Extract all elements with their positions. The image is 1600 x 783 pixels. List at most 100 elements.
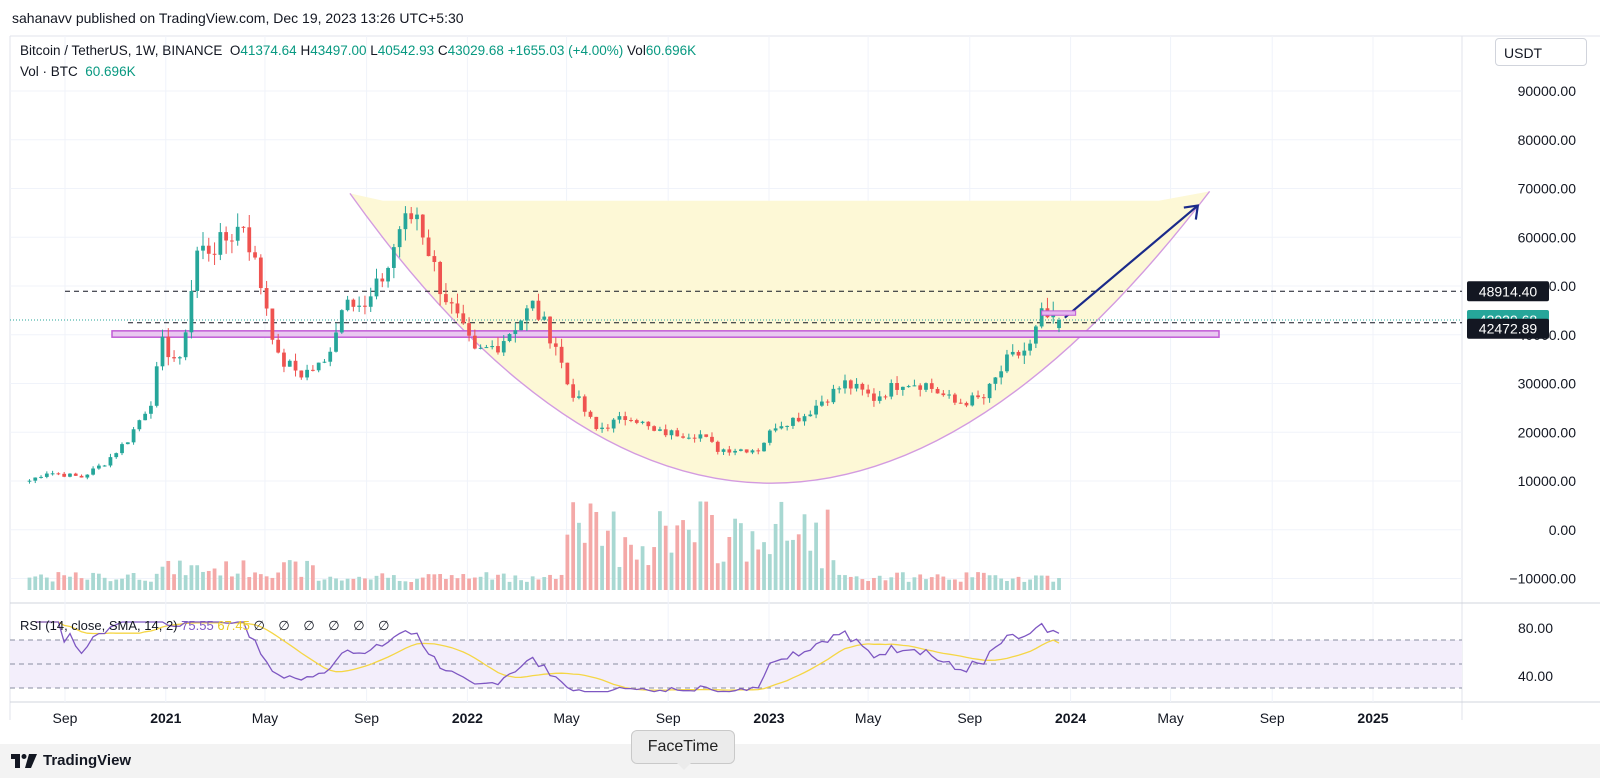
rsi-line	[35, 621, 1060, 693]
volume-bar	[201, 571, 205, 590]
candle-up	[345, 299, 350, 311]
x-tick-label: May	[1157, 710, 1183, 726]
symbol-legend[interactable]: Bitcoin / TetherUS, 1W, BINANCE O41374.6…	[20, 43, 696, 58]
candle-up	[328, 351, 333, 362]
candle-down	[73, 473, 78, 476]
currency-button[interactable]: USDT	[1495, 38, 1587, 66]
symbol-title[interactable]: Bitcoin / TetherUS, 1W, BINANCE	[20, 43, 223, 58]
volume-bar	[44, 577, 49, 590]
open-label: O	[229, 43, 241, 58]
candle-down	[548, 316, 552, 344]
price-label-text: 48914.40	[1479, 283, 1538, 299]
x-axis-ticks: Sep 2021 May Sep 2022 May Sep 2023 May Sep 2024 May…	[53, 710, 1389, 726]
tradingview-logo[interactable]: TradingView	[11, 752, 131, 769]
candle-down	[825, 401, 830, 403]
volume-bar	[872, 577, 876, 590]
candle-down	[710, 436, 714, 442]
candle-up	[125, 442, 130, 445]
volume-bar	[964, 572, 969, 590]
volume-bar	[212, 568, 217, 590]
volume-bar	[305, 560, 309, 590]
candle-up	[154, 366, 159, 406]
candle-up	[1033, 326, 1038, 344]
volume-bar	[895, 572, 899, 590]
candle-up	[525, 308, 529, 321]
candle-down	[172, 357, 176, 359]
volume-bar	[1016, 576, 1021, 590]
volume-bar	[420, 577, 425, 590]
volume-bar	[154, 573, 159, 590]
footer-bar	[0, 744, 1600, 778]
volume-bar	[50, 581, 55, 590]
candle-down	[634, 420, 639, 423]
y-tick-label: 60000.00	[1518, 229, 1577, 245]
candle-up	[235, 226, 240, 241]
rsi-label[interactable]: RSI (14, close, SMA, 14, 2)	[20, 618, 178, 633]
volume-bar	[143, 580, 148, 590]
volume-bar	[363, 578, 367, 590]
volume-bar	[27, 577, 32, 590]
candle-down	[467, 323, 471, 336]
volume-bar	[264, 576, 269, 590]
volume-bar	[791, 539, 795, 590]
rsi-legend[interactable]: RSI (14, close, SMA, 14, 2) 75.55 67.45 …	[20, 618, 395, 634]
volume-bar	[715, 563, 720, 590]
candle-up	[1005, 354, 1009, 372]
volume-series-label[interactable]: Vol · BTC	[20, 64, 78, 79]
volume-bar	[819, 568, 824, 590]
volume-bar	[900, 572, 905, 590]
volume-bar	[172, 574, 176, 590]
candle-down	[253, 252, 257, 258]
volume-bar	[56, 572, 61, 590]
candle-down	[605, 427, 610, 429]
volume-bar	[258, 574, 263, 590]
candle-down	[426, 237, 431, 257]
candle-up	[779, 426, 784, 429]
candle-up	[767, 430, 772, 443]
volume-bar	[1033, 575, 1038, 590]
volume-bar	[976, 572, 980, 590]
candle-up	[114, 453, 119, 458]
volume-bar	[571, 502, 576, 590]
close-label: C	[437, 43, 448, 58]
candle-down	[756, 450, 761, 452]
candle-up	[814, 405, 818, 415]
support-zone	[111, 330, 1220, 338]
volume-bar	[183, 575, 188, 590]
volume-bar	[605, 530, 610, 590]
candle-up	[762, 442, 766, 452]
volume-bar	[391, 575, 396, 590]
volume-bar	[941, 576, 946, 590]
candle-up	[137, 420, 142, 430]
candle-up	[519, 320, 523, 331]
volume-bar	[825, 509, 830, 590]
volume-bar	[594, 511, 599, 590]
volume-bar	[444, 578, 448, 590]
volume-bar	[339, 580, 344, 590]
candle-down	[704, 434, 709, 437]
volume-bar	[629, 544, 633, 590]
candle-down	[438, 261, 443, 295]
x-tick-label: May	[855, 710, 881, 726]
candle-up	[900, 386, 905, 390]
volume-bar	[33, 576, 38, 590]
volume-bar	[536, 579, 541, 590]
volume-bar	[177, 560, 182, 590]
volume-bar	[253, 572, 257, 590]
candle-up	[640, 421, 645, 423]
volume-bar	[345, 578, 350, 590]
candle-up	[819, 401, 824, 406]
volume-legend[interactable]: Vol · BTC 60.696K	[20, 64, 136, 79]
candle-up	[490, 346, 495, 348]
candle-up	[912, 385, 917, 387]
candle-down	[553, 343, 558, 347]
close-value: 43029.68	[447, 43, 504, 58]
low-value: 40542.93	[377, 43, 435, 58]
candle-down	[744, 449, 749, 453]
volume-bar	[553, 578, 558, 590]
volume-bar	[293, 561, 298, 590]
candle-down	[166, 336, 171, 358]
candle-up	[177, 357, 182, 359]
